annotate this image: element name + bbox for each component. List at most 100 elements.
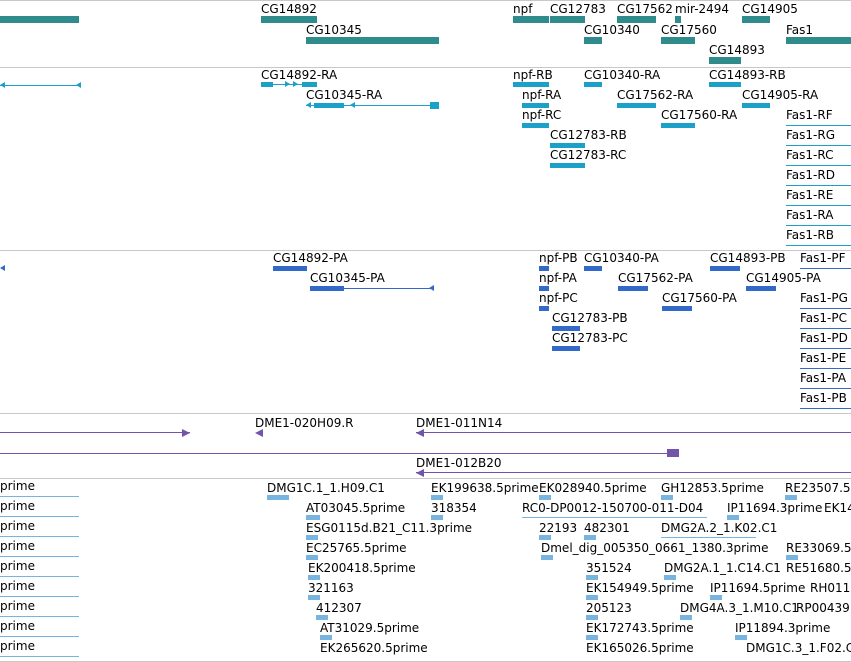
transcript-label[interactable]: Fas1-RG <box>786 128 836 142</box>
est-label[interactable]: DMG1C.1_1.H09.C1 <box>267 481 385 495</box>
transcript-feature[interactable] <box>661 123 695 128</box>
gene-feature[interactable] <box>786 37 851 44</box>
est-feature[interactable] <box>539 535 551 540</box>
transcript-label[interactable]: npf-RA <box>522 88 562 102</box>
protein-label[interactable]: Fas1-PE <box>800 351 847 365</box>
est-label[interactable]: EK265620.5prime <box>320 641 428 655</box>
est-label[interactable]: DMG2A.2_1.K02.C1 <box>661 521 778 535</box>
est-label[interactable]: 482301 <box>584 521 630 535</box>
est-feature[interactable] <box>539 495 551 500</box>
est-label[interactable]: 351524 <box>586 561 632 575</box>
est-label[interactable]: EK154949.5prime <box>586 581 694 595</box>
est-feature[interactable] <box>586 595 598 600</box>
gene-label[interactable]: CG17560 <box>661 23 717 37</box>
est-feature[interactable] <box>664 575 676 580</box>
protein-feature[interactable] <box>539 266 549 271</box>
transcript-label[interactable]: CG17560-RA <box>661 108 738 122</box>
est-label[interactable]: AT03045.5prime <box>306 501 406 515</box>
est-label[interactable]: DMG4A.3_1.M10.C1 <box>680 601 799 615</box>
protein-feature[interactable] <box>539 306 549 311</box>
transcript-label[interactable]: CG14892-RA <box>261 68 338 82</box>
clone-label[interactable]: DME1-011N14 <box>416 416 503 430</box>
est-label[interactable]: 205123 <box>586 601 632 615</box>
transcript-label[interactable]: npf-RC <box>522 108 562 122</box>
clone-feature[interactable] <box>667 449 679 457</box>
est-label[interactable]: IP11694.5prime <box>710 581 806 595</box>
gene-feature[interactable] <box>742 16 770 23</box>
transcript-feature[interactable] <box>430 102 439 109</box>
est-label[interactable]: RH011 <box>810 581 851 595</box>
est-label[interactable]: EK028940.5prime <box>539 481 647 495</box>
est-feature[interactable] <box>320 635 332 640</box>
est-label[interactable]: IP11694.3prime <box>727 501 823 515</box>
est-label[interactable]: prime <box>0 539 35 553</box>
transcript-feature[interactable] <box>742 103 770 108</box>
gene-label[interactable]: mir-2494 <box>675 2 730 16</box>
protein-label[interactable]: CG14893-PB <box>710 251 786 265</box>
est-feature[interactable] <box>306 555 318 560</box>
protein-label[interactable]: npf-PA <box>539 271 577 285</box>
est-feature[interactable] <box>267 495 289 500</box>
est-feature[interactable] <box>710 595 722 600</box>
est-label[interactable]: EK165026.5prime <box>586 641 694 655</box>
gene-label[interactable]: CG14905 <box>742 2 798 16</box>
transcript-feature[interactable] <box>584 82 602 87</box>
protein-label[interactable]: Fas1-PC <box>800 311 847 325</box>
est-label[interactable]: prime <box>0 499 35 513</box>
est-label[interactable]: GH12853.5prime <box>661 481 764 495</box>
est-feature[interactable] <box>308 595 320 600</box>
est-label[interactable]: RE23507.5 <box>785 481 851 495</box>
transcript-feature[interactable] <box>522 123 549 128</box>
est-label[interactable]: 321163 <box>308 581 354 595</box>
gene-label[interactable]: CG14892 <box>261 2 317 16</box>
est-label[interactable]: 22193 <box>539 521 578 535</box>
est-label[interactable]: EC25765.5prime <box>306 541 407 555</box>
gene-feature[interactable] <box>617 16 656 23</box>
protein-label[interactable]: npf-PC <box>539 291 578 305</box>
protein-label[interactable]: Fas1-PB <box>800 391 847 405</box>
est-feature[interactable] <box>308 575 320 580</box>
est-feature[interactable] <box>735 635 747 640</box>
est-feature[interactable] <box>586 615 598 620</box>
transcript-feature[interactable] <box>261 82 273 87</box>
est-label[interactable]: AT31029.5prime <box>320 621 420 635</box>
gene-feature[interactable] <box>513 16 549 23</box>
est-label[interactable]: prime <box>0 639 35 653</box>
protein-label[interactable]: Fas1-PD <box>800 331 848 345</box>
protein-feature[interactable] <box>584 266 602 271</box>
est-label[interactable]: Dmel_dig_005350_0661_1380.3prime <box>541 541 769 555</box>
gene-label[interactable]: Fas1 <box>786 23 814 37</box>
protein-label[interactable]: Fas1-PG <box>800 291 848 305</box>
protein-feature[interactable] <box>273 266 307 271</box>
protein-feature[interactable] <box>552 326 580 331</box>
est-label[interactable]: EK200418.5prime <box>308 561 416 575</box>
est-feature[interactable] <box>431 515 443 520</box>
gene-label[interactable]: CG10345 <box>306 23 362 37</box>
transcript-feature[interactable] <box>522 103 549 108</box>
est-feature[interactable] <box>586 575 598 580</box>
protein-feature[interactable] <box>618 286 648 291</box>
est-label[interactable]: prime <box>0 619 35 633</box>
transcript-label[interactable]: Fas1-RD <box>786 168 835 182</box>
est-feature[interactable] <box>680 615 692 620</box>
clone-label[interactable]: DME1-020H09.R <box>255 416 354 430</box>
transcript-label[interactable]: CG17562-RA <box>617 88 694 102</box>
clone-label[interactable]: DME1-012B20 <box>416 456 502 470</box>
est-label[interactable]: prime <box>0 579 35 593</box>
transcript-label[interactable]: npf-RB <box>513 68 553 82</box>
est-feature[interactable] <box>541 555 553 560</box>
est-label[interactable]: ESG0115d.B21_C11.3prime <box>306 521 473 535</box>
transcript-feature[interactable] <box>302 82 317 87</box>
gene-label[interactable]: CG12783 <box>550 2 606 16</box>
transcript-feature[interactable] <box>314 103 344 108</box>
protein-label[interactable]: CG17560-PA <box>662 291 737 305</box>
protein-feature[interactable] <box>539 286 549 291</box>
gene-feature[interactable] <box>0 16 79 23</box>
protein-feature[interactable] <box>310 286 344 291</box>
est-feature[interactable] <box>306 515 320 520</box>
est-feature[interactable] <box>786 555 798 560</box>
transcript-label[interactable]: CG12783-RB <box>550 128 627 142</box>
protein-label[interactable]: CG10345-PA <box>310 271 385 285</box>
est-label[interactable]: RE33069.5 <box>786 541 851 555</box>
protein-feature[interactable] <box>552 346 580 351</box>
